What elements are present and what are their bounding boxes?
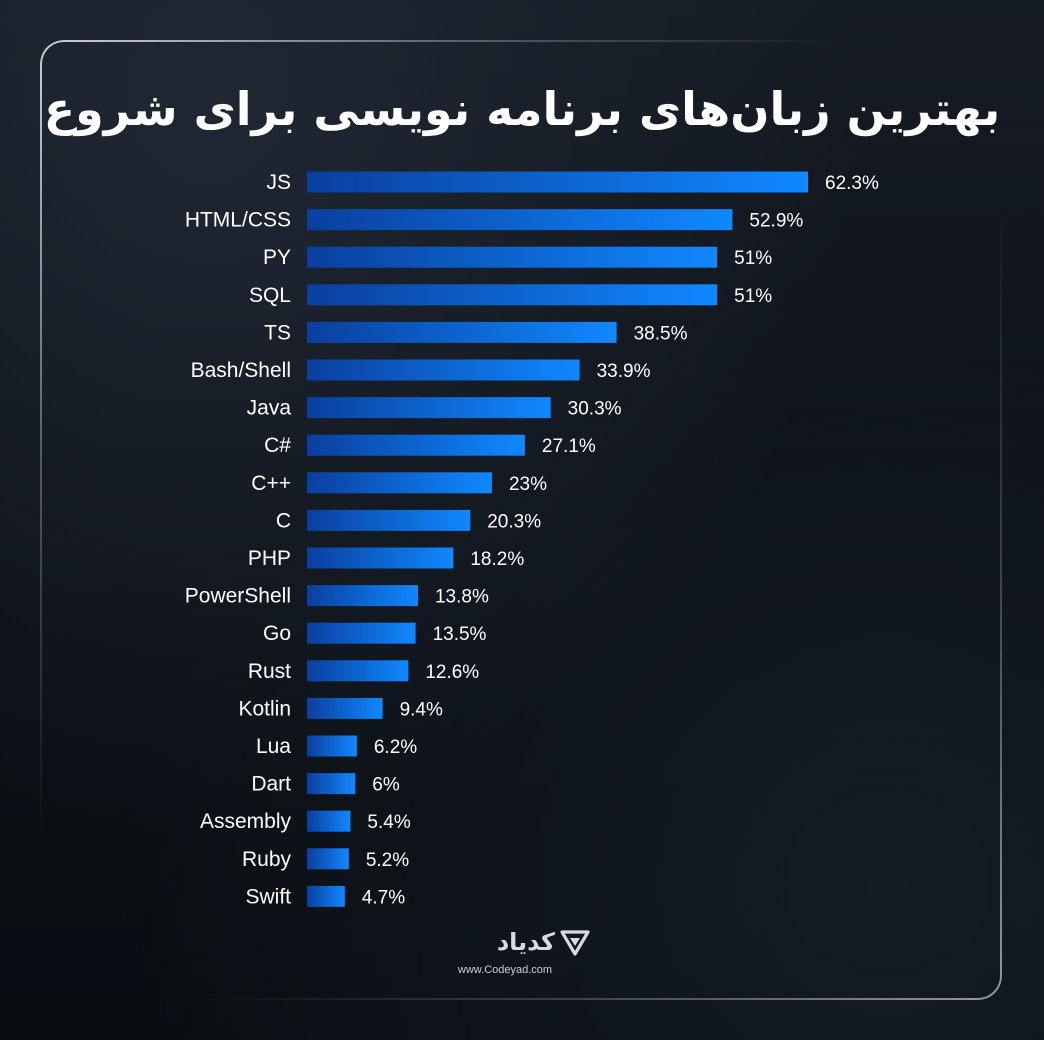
category-label: Dart [251, 773, 291, 796]
value-label: 38.5% [634, 323, 688, 344]
brand-name: کدیاد [496, 928, 555, 956]
category-label: C# [264, 434, 291, 457]
bar-c [307, 509, 471, 531]
category-label: Rust [248, 660, 291, 683]
brand-logo: کدیاد www.Codeyad.com [440, 925, 610, 985]
bar-c- [307, 434, 525, 456]
codeyad-logo-icon [560, 930, 590, 956]
frame-border [40, 40, 1002, 1000]
value-label: 4.7% [362, 887, 405, 908]
category-label: Kotlin [238, 697, 291, 720]
category-label: C [276, 509, 291, 532]
value-label: 23% [509, 474, 547, 495]
value-label: 27.1% [542, 436, 596, 457]
bar-ruby [307, 848, 349, 870]
value-label: 33.9% [597, 361, 651, 382]
category-label: SQL [249, 284, 291, 307]
brand-url: www.Codeyad.com [457, 964, 553, 976]
bar-js [307, 171, 808, 193]
category-label: HTML/CSS [185, 209, 291, 232]
bar-go [307, 622, 416, 644]
bar-java [307, 397, 551, 419]
category-labels-group: JS HTML/CSS PY SQL TS Bash/Shell Java C# C++ C PHP… [185, 171, 292, 908]
category-label: Lua [256, 735, 291, 758]
chart-title: بهترین زبان‌های برنامه نویسی برای شروع [43, 82, 1001, 136]
value-label: 6.2% [374, 737, 417, 758]
value-label: 51% [734, 286, 772, 307]
category-label: PY [263, 246, 291, 269]
value-label: 18.2% [470, 549, 524, 570]
bars-group [307, 171, 808, 907]
value-label: 52.9% [749, 211, 803, 232]
category-label: Assembly [200, 810, 292, 833]
value-label: 20.3% [487, 511, 541, 532]
value-label: 13.8% [435, 587, 489, 608]
bar-powershell [307, 585, 418, 607]
bar-ts [307, 321, 617, 343]
bar-php [307, 547, 454, 569]
value-label: 5.4% [367, 812, 410, 833]
bar-rust [307, 660, 409, 682]
value-label: 62.3% [825, 173, 879, 194]
value-label: 9.4% [400, 699, 443, 720]
bar-dart [307, 773, 356, 795]
bar-py [307, 246, 718, 268]
bar-kotlin [307, 697, 383, 719]
value-label: 51% [734, 248, 772, 269]
bar-assembly [307, 810, 351, 832]
value-label: 12.6% [425, 662, 479, 683]
value-label: 6% [372, 775, 400, 796]
bar-swift [307, 885, 345, 907]
category-label: Go [263, 622, 291, 645]
category-label: JS [266, 171, 291, 194]
category-label: PowerShell [185, 585, 291, 608]
bar-sql [307, 284, 718, 306]
value-labels-group: 62.3% 52.9% 51% 51% 38.5% 33.9% 30.3% 27.1% 23% 2… [362, 173, 879, 908]
value-label: 5.2% [366, 850, 409, 871]
value-label: 30.3% [568, 399, 622, 420]
category-label: TS [264, 321, 291, 344]
category-label: Ruby [242, 848, 292, 871]
value-label: 13.5% [433, 624, 487, 645]
category-label: Java [247, 397, 292, 420]
category-label: Bash/Shell [191, 359, 291, 382]
category-label: PHP [248, 547, 291, 570]
bar-lua [307, 735, 357, 757]
category-label: C++ [251, 472, 291, 495]
bar-html-css [307, 209, 733, 231]
category-label: Swift [245, 885, 291, 908]
bar-bash-shell [307, 359, 580, 381]
bar-c- [307, 472, 492, 494]
